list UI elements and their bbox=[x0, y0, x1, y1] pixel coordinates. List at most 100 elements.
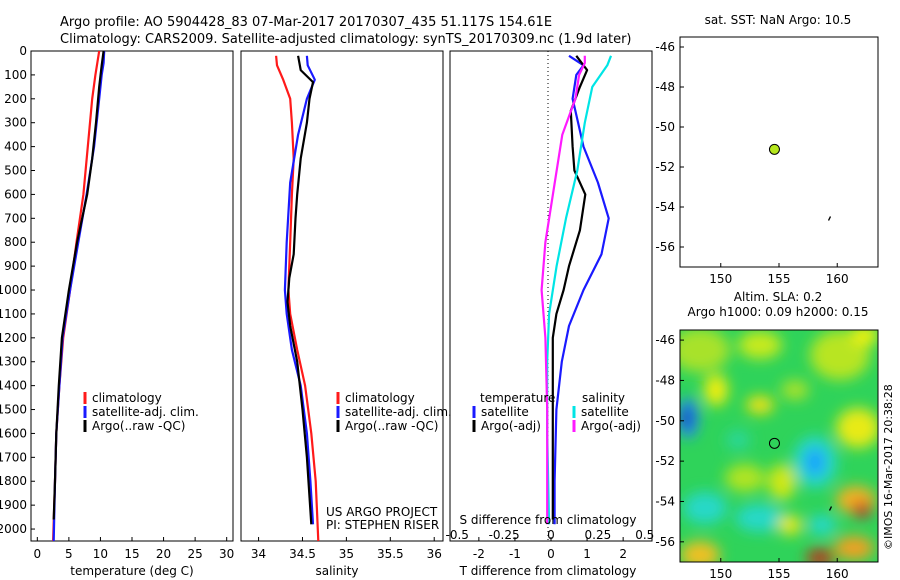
depth-tick-label: 400 bbox=[4, 140, 27, 154]
x-tick-label: 35 bbox=[339, 547, 354, 561]
s-diff-xlabel: S difference from climatology bbox=[460, 513, 637, 527]
temperature-xlabel: temperature (deg C) bbox=[70, 564, 193, 578]
legend-satellite: satellite-adj. clim. bbox=[345, 405, 452, 419]
s-difference-axis: -0.5 -0.25 0 0.25 0.5 bbox=[446, 528, 655, 542]
legend-temp-satellite: satellite bbox=[481, 405, 529, 419]
legend-argo: Argo(..raw -QC) bbox=[345, 419, 438, 433]
map-y-tick-label: -52 bbox=[655, 160, 675, 174]
depth-tick-label: 1400 bbox=[0, 379, 27, 393]
legend-temp-header: temperature bbox=[480, 391, 555, 405]
depth-tick-label: 900 bbox=[4, 259, 27, 273]
depth-tick-label: 0 bbox=[19, 44, 27, 58]
header-line1: Argo profile: AO 5904428_83 07-Mar-2017 … bbox=[60, 15, 552, 30]
x-tick-label: 34 bbox=[251, 547, 266, 561]
map-x-tick-label: 155 bbox=[768, 272, 791, 286]
t-difference-axis: -2 -1 0 1 2 bbox=[473, 537, 627, 561]
sst-map-title: sat. SST: NaN Argo: 10.5 bbox=[705, 13, 852, 27]
depth-tick-label: 600 bbox=[4, 187, 27, 201]
depth-tick-label: 500 bbox=[4, 164, 27, 178]
legend-sal-satellite: satellite bbox=[581, 405, 629, 419]
depth-tick-label: 800 bbox=[4, 235, 27, 249]
salinity-panel bbox=[240, 50, 444, 542]
t-diff-xlabel: T difference from climatology bbox=[459, 564, 637, 578]
s-tick-label: 0.5 bbox=[635, 528, 654, 542]
coastline-fragment bbox=[829, 506, 832, 511]
x-tick-label: 35.5 bbox=[377, 547, 404, 561]
map-y-tick-label: -54 bbox=[655, 494, 675, 508]
credit-line2: PI: STEPHEN RISER bbox=[326, 518, 439, 532]
sla-map-title2: Argo h1000: 0.09 h2000: 0.15 bbox=[688, 305, 869, 319]
depth-tick-label: 300 bbox=[4, 116, 27, 130]
series-line-climatology bbox=[52, 51, 101, 541]
x-tick-label: 25 bbox=[187, 547, 202, 561]
x-tick-label: 0 bbox=[547, 547, 555, 561]
temperature-series bbox=[52, 51, 106, 541]
x-tick-label: 36 bbox=[427, 547, 442, 561]
map-y-tick-label: -46 bbox=[655, 333, 675, 347]
map-x-tick-label: 155 bbox=[768, 567, 791, 580]
x-tick-label: 0 bbox=[33, 547, 41, 561]
sst-map-axes: 150 155 160 -46 -48 -50 -52 -54 -56 bbox=[655, 40, 848, 286]
series-line-argo-raw-qc- bbox=[52, 51, 105, 520]
series-line-argo-raw-qc- bbox=[286, 55, 315, 525]
depth-tick-label: 200 bbox=[4, 92, 27, 106]
depth-tick-label: 1500 bbox=[0, 403, 27, 417]
salinity-xlabel: salinity bbox=[315, 564, 358, 578]
legend-sal-argo: Argo(-adj) bbox=[581, 419, 641, 433]
legend-climatology: climatology bbox=[92, 391, 162, 405]
x-tick-label: 30 bbox=[219, 547, 234, 561]
legend-climatology: climatology bbox=[345, 391, 415, 405]
map-y-tick-label: -56 bbox=[655, 240, 675, 254]
argo-position-marker bbox=[768, 437, 780, 449]
watermark: ©IMOS 16-Mar-2017 20:38:28 bbox=[882, 384, 895, 550]
series-line-temperature-argo-adj- bbox=[551, 55, 589, 520]
temperature-legend: climatology satellite-adj. clim. Argo(..… bbox=[83, 391, 199, 433]
x-tick-label: 34.5 bbox=[289, 547, 316, 561]
legend-argo: Argo(..raw -QC) bbox=[92, 419, 185, 433]
depth-tick-label: 700 bbox=[4, 211, 27, 225]
depth-tick-label: 1200 bbox=[0, 331, 27, 345]
sla-field bbox=[680, 330, 878, 562]
series-line-salinity-argo-adj- bbox=[540, 55, 586, 525]
depth-tick-label: 2000 bbox=[0, 522, 27, 536]
map-x-tick-label: 150 bbox=[709, 272, 732, 286]
depth-tick-label: 1100 bbox=[0, 307, 27, 321]
x-tick-label: -2 bbox=[473, 547, 485, 561]
salinity-axis: 34 34.5 35 35.5 36 bbox=[251, 537, 442, 561]
x-tick-label: 5 bbox=[65, 547, 73, 561]
x-tick-label: 20 bbox=[156, 547, 171, 561]
depth-tick-label: 100 bbox=[4, 68, 27, 82]
depth-tick-label: 1300 bbox=[0, 355, 27, 369]
depth-tick-label: 1600 bbox=[0, 426, 27, 440]
sla-map-title1: Altim. SLA: 0.2 bbox=[734, 290, 822, 304]
legend-satellite: satellite-adj. clim. bbox=[92, 405, 199, 419]
sla-map-axes: 150 155 160 -46 -48 -50 -52 -54 -56 bbox=[655, 333, 848, 580]
x-tick-label: -1 bbox=[509, 547, 521, 561]
x-tick-label: 2 bbox=[619, 547, 627, 561]
map-y-tick-label: -46 bbox=[655, 40, 675, 54]
map-y-tick-label: -50 bbox=[655, 120, 675, 134]
s-tick-label: -0.5 bbox=[446, 528, 469, 542]
s-tick-label: 0.25 bbox=[585, 528, 612, 542]
coastline-fragment bbox=[828, 216, 831, 221]
s-tick-label: 0 bbox=[547, 528, 555, 542]
salinity-legend: climatology satellite-adj. clim. Argo(..… bbox=[336, 391, 452, 433]
salinity-series bbox=[275, 55, 320, 541]
x-tick-label: 10 bbox=[93, 547, 108, 561]
series-line-climatology bbox=[275, 55, 320, 541]
temperature-axis: 0 5 10 15 20 25 30 bbox=[33, 537, 234, 561]
argo-position-marker bbox=[768, 143, 780, 155]
difference-legend: temperature salinity satellite satellite… bbox=[472, 391, 641, 433]
map-y-tick-label: -52 bbox=[655, 454, 675, 468]
legend-temp-argo: Argo(-adj) bbox=[481, 419, 541, 433]
x-tick-label: 15 bbox=[124, 547, 139, 561]
map-x-tick-label: 150 bbox=[709, 567, 732, 580]
depth-tick-label: 1900 bbox=[0, 498, 27, 512]
map-y-tick-label: -48 bbox=[655, 373, 675, 387]
depth-tick-label: 1000 bbox=[0, 283, 27, 297]
map-x-tick-label: 160 bbox=[826, 272, 849, 286]
difference-series bbox=[540, 54, 613, 525]
legend-sal-header: salinity bbox=[582, 391, 625, 405]
depth-tick-label: 1800 bbox=[0, 474, 27, 488]
